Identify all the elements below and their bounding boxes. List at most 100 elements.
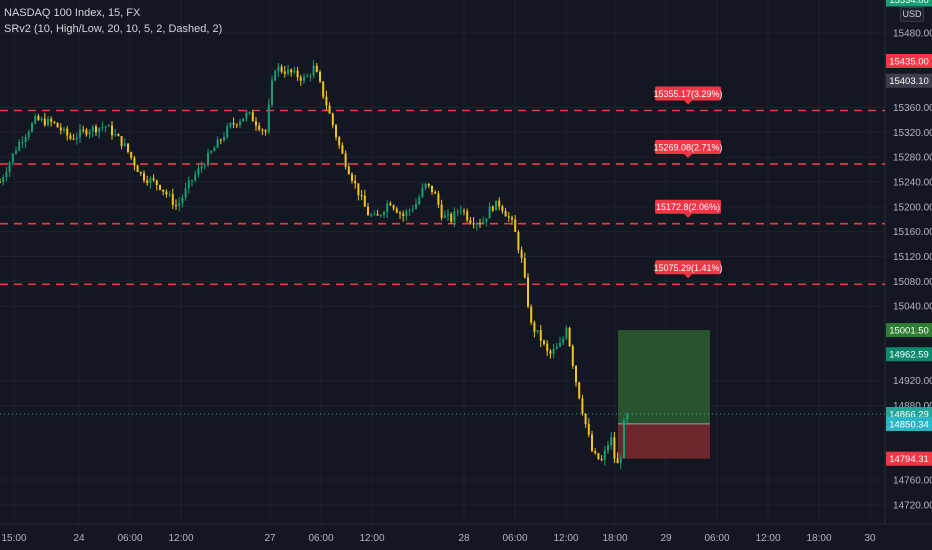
candle-body xyxy=(229,123,232,127)
price-label: 14850.34 xyxy=(889,419,929,430)
candle-body xyxy=(37,115,40,121)
candle-body xyxy=(341,145,344,154)
candle-body xyxy=(491,206,494,211)
price-label: 15534.00 xyxy=(889,0,929,6)
candle-body xyxy=(584,413,587,425)
candle-body xyxy=(248,112,251,114)
x-tick-label: 30 xyxy=(864,533,876,544)
candle-body xyxy=(501,206,504,211)
x-tick-label: 28 xyxy=(458,533,470,544)
candle-body xyxy=(527,277,529,307)
candle-body xyxy=(165,191,168,195)
candle-body xyxy=(450,214,453,222)
candle-body xyxy=(251,112,254,122)
candle-body xyxy=(34,115,37,124)
target-zone[interactable] xyxy=(618,330,710,424)
candle-body xyxy=(258,125,261,130)
candle-body xyxy=(191,180,193,182)
candle-body xyxy=(280,66,283,72)
stop-zone[interactable] xyxy=(618,423,710,459)
candle-body xyxy=(223,137,225,141)
candle-body xyxy=(507,216,510,218)
candle-body xyxy=(271,80,273,105)
candle-body xyxy=(443,215,446,218)
candle-body xyxy=(405,211,408,217)
currency-button[interactable]: USD xyxy=(900,7,924,22)
candle-body xyxy=(431,185,433,193)
candle-body xyxy=(504,210,507,217)
candle-body xyxy=(239,121,241,126)
candle-body xyxy=(181,197,184,204)
candle-body xyxy=(18,142,21,151)
candle-body xyxy=(386,203,389,213)
candle-body xyxy=(2,177,5,183)
candle-body xyxy=(415,203,417,209)
candle-body xyxy=(306,75,309,77)
candle-body xyxy=(610,437,613,446)
candle-body xyxy=(187,180,190,189)
x-tick-label: 24 xyxy=(73,533,85,544)
candle-body xyxy=(24,136,27,143)
candle-body xyxy=(232,123,235,125)
candle-body xyxy=(440,204,443,218)
candle-body xyxy=(159,185,161,190)
candle-body xyxy=(616,458,619,464)
candle-body xyxy=(555,346,558,350)
x-tick-label: 06:00 xyxy=(117,533,142,544)
candle-body xyxy=(322,81,325,97)
candle-body xyxy=(79,129,81,138)
candle-body xyxy=(117,134,120,137)
price-label: 15435.00 xyxy=(889,56,929,67)
candle-body xyxy=(91,126,94,132)
indicator-title[interactable]: SRv2 (10, High/Low, 20, 10, 5, 2, Dashed… xyxy=(4,23,223,35)
candle-body xyxy=(11,153,14,163)
resistance-label-pointer xyxy=(684,100,692,105)
candle-body xyxy=(379,214,382,216)
y-tick-label: 14880.00 xyxy=(893,401,932,412)
candle-body xyxy=(469,220,472,224)
candle-body xyxy=(575,365,577,383)
candle-body xyxy=(245,112,248,119)
candle-body xyxy=(485,218,488,222)
candle-body xyxy=(319,71,321,82)
candle-body xyxy=(523,258,526,278)
candle-body xyxy=(472,223,475,225)
candle-body xyxy=(200,166,203,169)
price-label: 14866.29 xyxy=(889,410,929,421)
candle-body xyxy=(136,165,139,172)
candle-body xyxy=(293,70,296,73)
candle-body xyxy=(437,193,440,205)
candle-body xyxy=(546,343,549,351)
candle-body xyxy=(213,147,216,152)
x-tick-label: 12:00 xyxy=(755,533,780,544)
candle-body xyxy=(571,346,574,366)
y-tick-label: 15280.00 xyxy=(893,153,932,164)
candle-body xyxy=(63,128,65,131)
price-label-box xyxy=(886,451,932,466)
candle-body xyxy=(389,203,392,206)
symbol-title[interactable]: NASDAQ 100 Index, 15, FX xyxy=(4,7,141,19)
price-label-box xyxy=(886,416,932,431)
candle-body xyxy=(479,223,481,225)
candle-body xyxy=(194,174,197,181)
candle-body xyxy=(549,350,552,354)
candle-body xyxy=(299,77,302,81)
candle-body xyxy=(296,70,299,78)
candle-body xyxy=(59,127,62,131)
candle-body xyxy=(453,211,456,222)
candle-body xyxy=(255,121,257,126)
candle-body xyxy=(543,340,545,344)
candle-body xyxy=(107,125,110,127)
resistance-label-box xyxy=(655,199,721,214)
candle-body xyxy=(123,143,126,146)
candle-body xyxy=(619,458,622,464)
candle-body xyxy=(517,232,520,251)
candle-body xyxy=(312,65,315,76)
candle-body xyxy=(594,451,597,454)
candle-body xyxy=(421,187,424,197)
candle-body xyxy=(600,459,603,461)
resistance-label-box xyxy=(655,86,721,101)
price-label: 14962.59 xyxy=(889,350,929,361)
